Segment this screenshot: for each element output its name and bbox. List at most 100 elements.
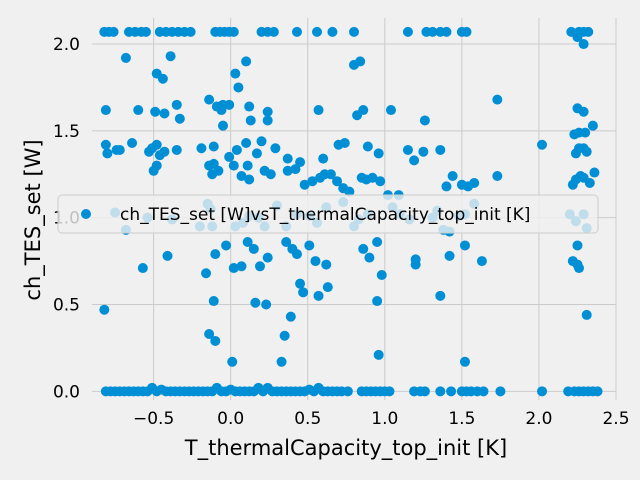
data-point <box>476 256 487 267</box>
data-point <box>236 171 247 182</box>
data-point <box>572 32 583 43</box>
data-point <box>344 186 355 197</box>
data-point <box>342 386 353 397</box>
data-point <box>495 386 506 397</box>
data-point <box>385 105 396 116</box>
data-point <box>228 160 239 171</box>
y-tick-label: 2.0 <box>53 35 80 55</box>
data-point <box>322 282 333 293</box>
data-point <box>578 39 589 50</box>
data-point <box>151 160 162 171</box>
data-point <box>570 148 581 159</box>
data-point <box>537 386 548 397</box>
data-point <box>150 106 161 117</box>
data-point <box>583 26 594 37</box>
data-point <box>204 329 215 340</box>
data-point <box>282 165 293 176</box>
data-point <box>355 56 366 67</box>
data-point <box>218 120 228 131</box>
data-point <box>127 138 138 149</box>
x-tick-label: 1.5 <box>448 409 475 429</box>
data-point <box>299 179 310 190</box>
data-point <box>261 299 272 310</box>
data-point <box>313 290 324 301</box>
data-point <box>459 356 470 367</box>
data-point <box>321 259 332 270</box>
data-point <box>241 56 252 67</box>
data-point <box>373 349 384 360</box>
data-point <box>276 356 287 367</box>
data-point <box>362 141 373 152</box>
data-point <box>262 106 273 117</box>
data-point <box>364 252 375 263</box>
data-point <box>295 278 306 289</box>
data-point <box>162 250 173 261</box>
data-point <box>244 101 255 112</box>
data-point <box>120 52 131 63</box>
data-point <box>592 386 603 397</box>
data-point <box>254 261 265 272</box>
data-point <box>233 82 244 93</box>
data-point <box>230 68 241 79</box>
data-point <box>216 105 227 116</box>
data-point <box>108 26 119 37</box>
data-point <box>262 252 273 263</box>
data-point <box>435 386 446 397</box>
data-point <box>459 240 470 251</box>
x-tick-label: 1.0 <box>371 409 398 429</box>
data-point <box>210 335 221 346</box>
data-point <box>165 51 176 62</box>
x-tick-label: 2.5 <box>602 409 629 429</box>
data-point <box>580 127 591 138</box>
data-point <box>256 136 267 147</box>
y-tick-label: 0.5 <box>53 296 80 316</box>
data-point <box>245 115 256 126</box>
data-point <box>313 105 324 116</box>
data-point <box>581 309 592 320</box>
data-point <box>208 296 219 307</box>
data-point <box>375 176 386 187</box>
data-point <box>185 26 196 37</box>
legend-box <box>57 194 599 234</box>
data-point <box>567 179 578 190</box>
data-point <box>589 167 600 178</box>
data-point <box>242 160 253 171</box>
data-point <box>251 148 262 159</box>
data-point <box>310 256 321 267</box>
data-point <box>469 177 480 188</box>
x-tick-label: 2.0 <box>525 409 552 429</box>
data-point <box>242 236 253 247</box>
data-point <box>265 169 276 180</box>
data-point <box>114 144 125 155</box>
data-point <box>572 240 583 251</box>
data-point <box>224 151 235 162</box>
data-point <box>248 243 259 254</box>
data-point <box>171 144 182 155</box>
data-point <box>372 236 383 247</box>
data-point <box>418 146 429 157</box>
data-point <box>427 26 438 37</box>
x-tick-label: 0.0 <box>217 409 244 429</box>
data-point <box>140 26 151 37</box>
data-point <box>446 386 457 397</box>
y-tick-label: 1.5 <box>53 122 80 142</box>
data-point <box>444 250 455 261</box>
data-point <box>228 263 239 274</box>
data-point <box>236 261 247 272</box>
data-point <box>332 176 343 187</box>
data-point <box>290 164 301 175</box>
data-point <box>201 268 212 279</box>
legend: ch_TES_set [W]vsT_thermalCapacity_top_in… <box>57 194 599 234</box>
data-point <box>279 330 290 341</box>
data-point <box>410 259 421 270</box>
data-point <box>402 26 413 37</box>
y-tick-label: 0.0 <box>53 382 80 402</box>
data-point <box>581 146 592 157</box>
data-point <box>358 243 369 254</box>
data-point <box>99 304 110 315</box>
data-point <box>492 94 503 105</box>
x-axis-label: T_thermalCapacity_top_init [K] <box>184 436 507 461</box>
x-tick-label: 0.5 <box>294 409 321 429</box>
data-point <box>358 105 369 116</box>
data-point <box>174 113 185 124</box>
